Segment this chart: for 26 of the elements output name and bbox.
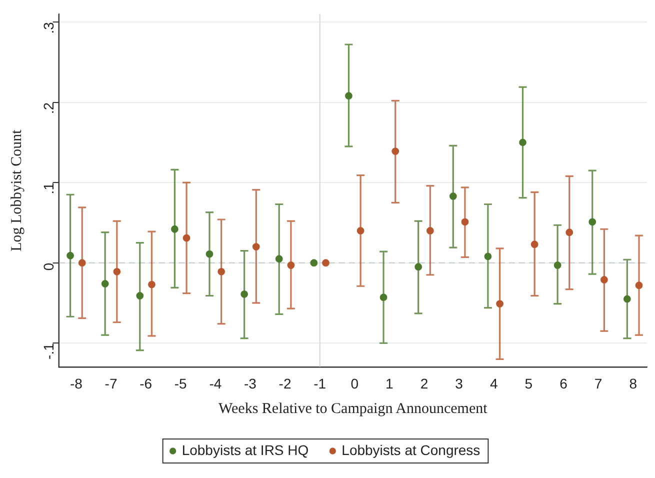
- x-tick-label: -8: [70, 375, 83, 392]
- x-tick-label: 1: [386, 375, 394, 392]
- x-tick-label: 7: [594, 375, 602, 392]
- legend-label: Lobbyists at IRS HQ: [182, 442, 309, 458]
- x-tick-label: -7: [104, 375, 118, 392]
- x-tick-label: 0: [350, 375, 359, 392]
- x-tick-label: -3: [244, 375, 257, 392]
- legend-label: Lobbyists at Congress: [342, 442, 480, 458]
- x-tick-label: 4: [490, 375, 498, 392]
- x-tick-label: 2: [420, 375, 428, 392]
- x-tick-label: -6: [140, 375, 152, 392]
- x-tick-label: 8: [629, 375, 638, 392]
- y-tick-label: .1: [40, 182, 57, 194]
- x-tick-label: 5: [524, 375, 533, 392]
- x-tick-label: -2: [278, 375, 292, 392]
- x-axis-title: Weeks Relative to Campaign Announcement: [218, 400, 488, 417]
- y-tick-label: -.1: [40, 342, 57, 360]
- y-tick-label: .3: [40, 22, 57, 34]
- x-tick-label: -5: [174, 375, 188, 392]
- x-tick-label: 3: [455, 375, 464, 392]
- x-tick-label: -1: [314, 375, 326, 392]
- y-axis-title: Log Lobbyist Count: [8, 128, 25, 252]
- x-tick-label: 6: [560, 375, 568, 392]
- y-tick-label: .2: [40, 102, 57, 114]
- x-tick-label: -4: [209, 375, 222, 392]
- y-tick-label: 0: [40, 262, 57, 271]
